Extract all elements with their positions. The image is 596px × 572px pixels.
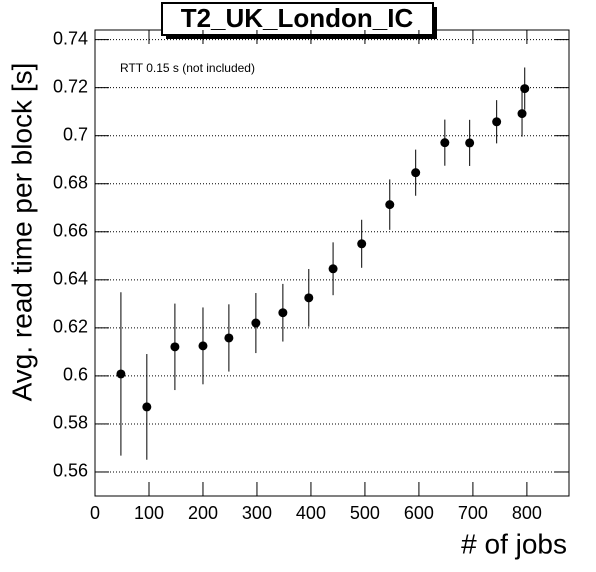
x-tick-label: 700 [458,503,488,523]
y-tick-label: 0.58 [53,413,88,433]
data-point [278,308,288,318]
x-tick-label: 300 [242,503,272,523]
x-tick-label: 0 [90,503,100,523]
x-tick-label: 100 [134,503,164,523]
data-point [465,138,475,148]
y-tick-label: 0.62 [53,317,88,337]
plot-frame [94,29,570,497]
x-tick-label: 500 [350,503,380,523]
y-tick-label: 0.56 [53,461,88,481]
y-tick-label: 0.72 [53,76,88,96]
data-point [251,318,261,328]
data-point [520,84,530,94]
y-tick-label: 0.6 [63,365,88,385]
y-tick-label: 0.74 [53,28,88,48]
x-tick-label: 800 [512,503,542,523]
data-point [142,402,152,412]
data-point [440,138,450,148]
data-point [116,369,126,379]
data-point [198,341,208,351]
x-tick-label: 200 [188,503,218,523]
annotation: RTT 0.15 s (not included) [120,61,255,75]
data-point [385,200,395,210]
data-point [224,333,234,343]
y-tick-label: 0.66 [53,221,88,241]
x-axis-label: # of jobs [461,528,567,559]
y-axis-label: Avg. read time per block [s] [6,63,37,402]
data-point [411,168,421,178]
data-point [304,293,314,303]
y-tick-label: 0.68 [53,172,88,192]
x-tick-label: 600 [404,503,434,523]
data-point [357,239,367,249]
data-point [517,109,527,119]
data-point [170,342,180,352]
y-tick-label: 0.7 [63,124,88,144]
x-tick-label: 400 [296,503,326,523]
data-point [328,264,338,274]
data-point [492,117,502,127]
title-box [161,2,434,36]
y-tick-label: 0.64 [53,269,88,289]
chart-title: T2_UK_London_IC [181,3,414,33]
